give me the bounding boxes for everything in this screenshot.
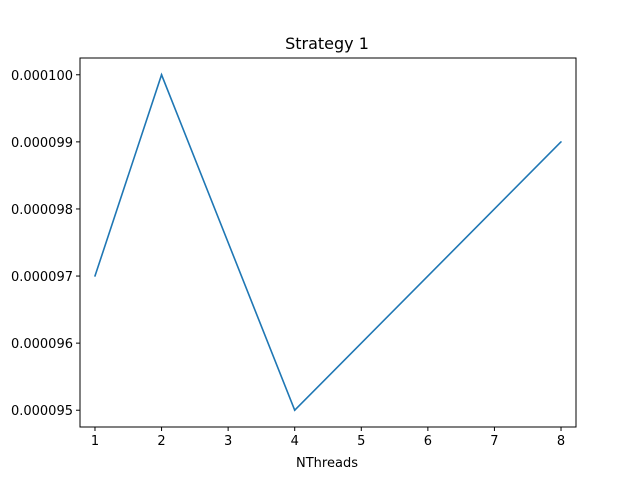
- x-tick-label: 7: [490, 434, 498, 449]
- data-point: [160, 73, 163, 76]
- y-tick-label: 0.000095: [11, 404, 73, 419]
- x-tick-label: 3: [224, 434, 232, 449]
- x-tick-label: 1: [91, 434, 99, 449]
- x-tick-label: 2: [157, 434, 165, 449]
- y-tick-label: 0.000097: [11, 270, 73, 285]
- data-point: [293, 409, 296, 412]
- x-tick-label: 6: [424, 434, 432, 449]
- y-tick-label: 0.000100: [11, 69, 73, 84]
- x-tick-label: 4: [291, 434, 299, 449]
- x-tick-label: 8: [557, 434, 565, 449]
- data-point: [94, 275, 96, 277]
- x-tick-label: 5: [357, 434, 365, 449]
- x-axis-label: NThreads: [296, 456, 358, 471]
- data-point: [560, 141, 562, 143]
- chart-title: Strategy 1: [285, 34, 369, 53]
- plot-frame: [79, 57, 577, 428]
- y-tick-label: 0.000098: [11, 203, 73, 218]
- y-tick-label: 0.000096: [11, 337, 73, 352]
- y-tick-label: 0.000099: [11, 136, 73, 151]
- series-line: [94, 72, 562, 412]
- plot-area: 1 2 3 4 5 6 7 8 0.000095 0.000096 0.000097 0.000098…: [11, 69, 565, 449]
